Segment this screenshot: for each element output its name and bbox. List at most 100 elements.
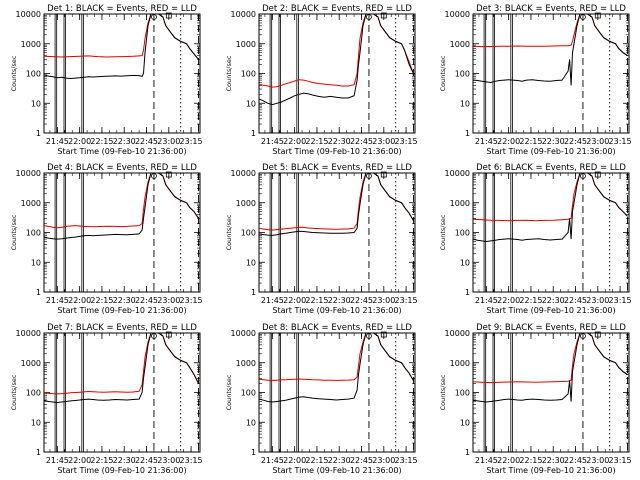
panel-title: Det 8: BLACK = Events, RED = LLD <box>262 323 412 333</box>
y-tick-label: 1000 <box>450 199 470 208</box>
series-events-line <box>259 333 414 403</box>
x-axis-label: Start Time (09-Feb-10 21:36:00) <box>272 466 401 475</box>
y-tick-label: 10 <box>246 99 256 108</box>
y-tick-label: 1 <box>251 288 256 297</box>
y-tick-label: 100 <box>241 229 256 238</box>
x-tick-label: 22:15 <box>305 296 328 305</box>
y-tick-label: 10 <box>31 99 41 108</box>
x-tick-label: 22:00 <box>283 456 306 465</box>
y-tick-label: 10000 <box>231 329 256 338</box>
x-tick-label: 21:45 <box>475 456 498 465</box>
x-tick-label: 23:15 <box>609 456 632 465</box>
series-lld-line <box>259 14 414 88</box>
flare-marker-square <box>165 171 172 178</box>
plot-frame <box>472 332 630 453</box>
y-tick-label: 1000 <box>236 40 256 49</box>
panel-title: Det 9: BLACK = Events, RED = LLD <box>476 323 626 333</box>
x-tick-label: 23:00 <box>157 456 180 465</box>
series-lld-line <box>259 173 414 231</box>
y-tick-label: 1 <box>465 129 470 138</box>
chart-panel-5: Det 5: BLACK = Events, RED = LLD 1 10 100 10… <box>225 163 418 315</box>
x-tick-label: 21:45 <box>46 137 69 146</box>
x-tick-label: 22:00 <box>283 137 306 146</box>
x-tick-label: 22:00 <box>68 456 91 465</box>
x-tick-label: 22:30 <box>113 137 136 146</box>
x-tick-label: 22:45 <box>564 137 587 146</box>
x-tick-label: 22:15 <box>90 296 113 305</box>
x-tick-label: 22:30 <box>113 296 136 305</box>
x-tick-label: 23:00 <box>372 296 395 305</box>
y-tick-label: 100 <box>26 70 41 79</box>
series-events-line <box>44 14 199 80</box>
chart-panel-4: Det 4: BLACK = Events, RED = LLD 1 10 100 10… <box>10 163 203 315</box>
x-tick-label: 22:15 <box>305 456 328 465</box>
y-tick-label: 100 <box>241 389 256 398</box>
panel-title: Det 2: BLACK = Events, RED = LLD <box>262 4 412 14</box>
y-tick-label: 100 <box>455 70 470 79</box>
x-tick-label: 22:45 <box>350 456 373 465</box>
y-tick-label: 10000 <box>16 169 41 178</box>
chart-panel-7: Det 7: BLACK = Events, RED = LLD 1 10 100 10… <box>10 323 203 475</box>
y-axis-label: Counts/sec <box>10 214 18 250</box>
y-tick-label: 1 <box>36 448 41 457</box>
x-tick-label: 22:15 <box>519 296 542 305</box>
x-tick-label: 22:00 <box>68 296 91 305</box>
chart-panel-8: Det 8: BLACK = Events, RED = LLD 1 10 100 10… <box>225 323 418 475</box>
y-tick-label: 1000 <box>450 40 470 49</box>
x-tick-label: 22:30 <box>542 296 565 305</box>
y-tick-label: 10 <box>246 258 256 267</box>
series-events-line <box>44 333 199 404</box>
y-tick-label: 10 <box>460 99 470 108</box>
flare-marker-square <box>165 331 172 338</box>
x-tick-label: 22:45 <box>564 296 587 305</box>
x-axis-label: Start Time (09-Feb-10 21:36:00) <box>486 466 615 475</box>
chart-panel-9: Det 9: BLACK = Events, RED = LLD 1 10 100 10… <box>439 323 632 475</box>
y-tick-label: 10 <box>246 418 256 427</box>
x-tick-label: 22:15 <box>90 456 113 465</box>
x-tick-label: 22:30 <box>328 137 351 146</box>
x-tick-label: 22:15 <box>90 137 113 146</box>
y-axis-label: Counts/sec <box>10 55 18 91</box>
x-tick-label: 21:45 <box>261 296 284 305</box>
x-tick-label: 21:45 <box>475 296 498 305</box>
x-tick-label: 23:15 <box>395 296 418 305</box>
y-tick-label: 10000 <box>231 169 256 178</box>
y-tick-label: 10000 <box>231 10 256 19</box>
y-tick-label: 100 <box>455 389 470 398</box>
y-tick-label: 100 <box>26 389 41 398</box>
plot-frame <box>472 13 630 134</box>
y-tick-label: 1000 <box>450 359 470 368</box>
plot-frame <box>258 332 416 453</box>
y-tick-label: 100 <box>241 70 256 79</box>
y-tick-label: 1000 <box>21 40 41 49</box>
flare-marker-square <box>594 171 601 178</box>
y-axis-label: Counts/sec <box>439 374 447 410</box>
y-tick-label: 1 <box>251 129 256 138</box>
y-tick-label: 1 <box>465 448 470 457</box>
x-tick-label: 22:15 <box>305 137 328 146</box>
y-axis-label: Counts/sec <box>225 214 233 250</box>
y-tick-label: 10 <box>31 258 41 267</box>
x-tick-label: 22:45 <box>135 296 158 305</box>
x-tick-label: 23:15 <box>395 137 418 146</box>
panel-title: Det 6: BLACK = Events, RED = LLD <box>476 163 626 173</box>
y-tick-label: 1000 <box>236 359 256 368</box>
x-axis-label: Start Time (09-Feb-10 21:36:00) <box>272 147 401 156</box>
y-tick-label: 1000 <box>21 199 41 208</box>
x-tick-label: 22:30 <box>542 456 565 465</box>
x-tick-label: 22:15 <box>519 456 542 465</box>
x-tick-label: 22:45 <box>350 137 373 146</box>
series-lld-line <box>44 173 199 229</box>
flare-marker-square <box>594 12 601 19</box>
y-tick-label: 10000 <box>16 329 41 338</box>
panel-title: Det 3: BLACK = Events, RED = LLD <box>476 4 626 14</box>
series-events-line <box>259 173 414 236</box>
y-tick-label: 1 <box>465 288 470 297</box>
panel-title: Det 5: BLACK = Events, RED = LLD <box>262 163 412 173</box>
y-tick-label: 10000 <box>445 169 470 178</box>
x-axis-label: Start Time (09-Feb-10 21:36:00) <box>57 147 186 156</box>
panel-title: Det 4: BLACK = Events, RED = LLD <box>47 163 197 173</box>
x-tick-label: 22:45 <box>135 456 158 465</box>
y-axis-label: Counts/sec <box>225 55 233 91</box>
x-tick-label: 23:15 <box>395 456 418 465</box>
